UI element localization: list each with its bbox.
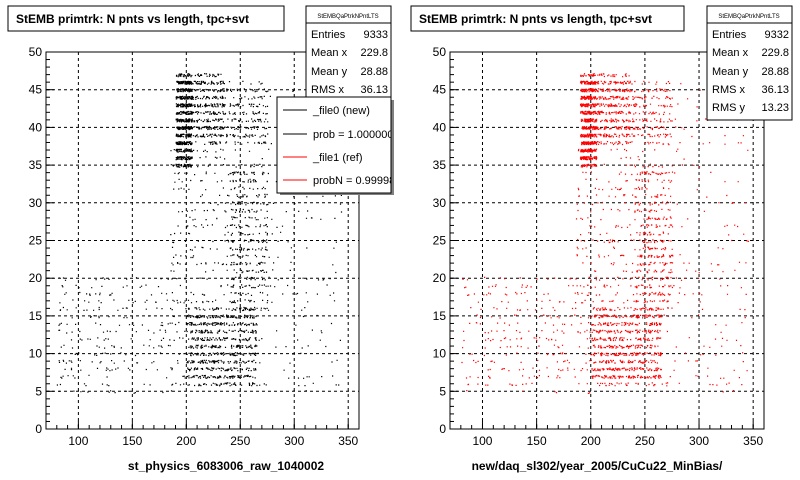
right-axis-ticks: 100 150 200 250 300 350 0 5 10 15 20 25 30 35 40 45 50 bbox=[433, 45, 764, 448]
y-tick-label: 5 bbox=[35, 384, 42, 398]
left-stat-value: 229.8 bbox=[360, 47, 388, 59]
y-tick-label: 0 bbox=[35, 422, 42, 436]
y-tick-label: 50 bbox=[433, 45, 447, 59]
left-panel: 100 150 200 250 300 350 0 5 10 15 20 25 30 35 40 45 50 S… bbox=[7, 5, 395, 473]
left-stats-box: StEMBQaPtrkNPntLTS Entries 9333 Mean x 2… bbox=[305, 5, 392, 105]
y-tick-label: 30 bbox=[433, 196, 447, 210]
right-panel: 100 150 200 250 300 350 0 5 10 15 20 25 30 35 40 45 50 S… bbox=[410, 5, 793, 473]
right-stat-label: RMS y bbox=[712, 102, 746, 114]
y-tick-label: 10 bbox=[29, 347, 43, 361]
y-tick-label: 20 bbox=[29, 271, 43, 285]
left-stat-value: 9333 bbox=[364, 29, 388, 41]
x-tick-label: 150 bbox=[122, 434, 142, 448]
x-tick-label: 200 bbox=[581, 434, 601, 448]
x-tick-label: 150 bbox=[527, 434, 547, 448]
legend-box: _file0 (new) prob = 1.000000 _file1 (ref… bbox=[276, 96, 395, 195]
right-stat-value: 229.8 bbox=[761, 47, 789, 59]
y-tick-label: 0 bbox=[439, 422, 446, 436]
left-stat-label: Entries bbox=[311, 29, 346, 41]
right-stat-value: 13.23 bbox=[761, 102, 789, 114]
y-tick-label: 30 bbox=[29, 196, 43, 210]
x-tick-label: 300 bbox=[689, 434, 709, 448]
left-axis-ticks: 100 150 200 250 300 350 0 5 10 15 20 25 30 35 40 45 50 bbox=[29, 45, 359, 448]
right-stat-value: 28.88 bbox=[761, 66, 789, 78]
legend-label: _file1 (ref) bbox=[312, 152, 363, 164]
y-tick-label: 50 bbox=[29, 45, 43, 59]
x-tick-label: 100 bbox=[68, 434, 88, 448]
right-stat-value: 9332 bbox=[765, 29, 789, 41]
y-tick-label: 15 bbox=[433, 309, 447, 323]
y-tick-label: 10 bbox=[433, 347, 447, 361]
y-tick-label: 25 bbox=[29, 234, 43, 248]
y-tick-label: 35 bbox=[29, 158, 43, 172]
left-chart-title: StEMB primtrk: N pnts vs length, tpc+svt bbox=[16, 12, 249, 26]
left-stat-label: Mean y bbox=[311, 66, 348, 78]
left-stat-label: Mean x bbox=[311, 47, 348, 59]
left-x-axis-label: st_physics_6083006_raw_1040002 bbox=[128, 459, 324, 473]
y-tick-label: 25 bbox=[433, 234, 447, 248]
left-stat-value: 28.88 bbox=[360, 66, 388, 78]
y-tick-label: 15 bbox=[29, 309, 43, 323]
y-tick-label: 35 bbox=[433, 158, 447, 172]
right-stats-name: StEMBQaPtrkNPntLTS bbox=[718, 14, 779, 20]
right-title-box: StEMB primtrk: N pnts vs length, tpc+svt bbox=[410, 5, 685, 32]
y-tick-label: 20 bbox=[433, 271, 447, 285]
left-stat-value: 36.13 bbox=[360, 84, 388, 96]
x-tick-label: 350 bbox=[743, 434, 763, 448]
y-tick-label: 40 bbox=[433, 120, 447, 134]
right-stat-label: Entries bbox=[712, 29, 747, 41]
right-stat-label: Mean x bbox=[712, 47, 749, 59]
legend-label: prob = 1.000000 bbox=[313, 129, 393, 141]
x-tick-label: 350 bbox=[338, 434, 358, 448]
right-chart-title: StEMB primtrk: N pnts vs length, tpc+svt bbox=[419, 12, 652, 26]
x-tick-label: 250 bbox=[230, 434, 250, 448]
x-tick-label: 100 bbox=[472, 434, 492, 448]
legend-label: _file0 (new) bbox=[312, 105, 370, 117]
x-tick-label: 200 bbox=[176, 434, 196, 448]
y-tick-label: 5 bbox=[439, 384, 446, 398]
y-tick-label: 40 bbox=[29, 120, 43, 134]
left-title-box: StEMB primtrk: N pnts vs length, tpc+svt bbox=[7, 5, 285, 32]
right-stat-value: 36.13 bbox=[761, 84, 789, 96]
x-tick-label: 300 bbox=[284, 434, 304, 448]
x-tick-label: 250 bbox=[635, 434, 655, 448]
y-tick-label: 45 bbox=[433, 83, 447, 97]
left-stats-name: StEMBQaPtrkNPntLTS bbox=[317, 14, 378, 20]
right-stat-label: Mean y bbox=[712, 66, 749, 78]
left-stat-label: RMS x bbox=[311, 84, 345, 96]
y-tick-label: 45 bbox=[29, 83, 43, 97]
right-x-axis-label: new/daq_sl302/year_2005/CuCu22_MinBias/ bbox=[472, 459, 723, 473]
right-stats-box: StEMBQaPtrkNPntLTS Entries 9332 Mean x 2… bbox=[706, 5, 793, 121]
right-stat-label: RMS x bbox=[712, 84, 746, 96]
legend-label: probN = 0.99998 bbox=[313, 175, 395, 187]
